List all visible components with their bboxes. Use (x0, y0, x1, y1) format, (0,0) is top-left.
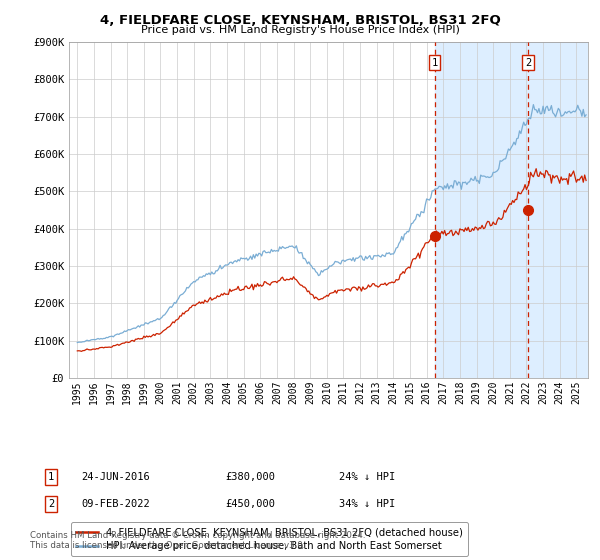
Text: 24% ↓ HPI: 24% ↓ HPI (339, 472, 395, 482)
Text: 2: 2 (525, 58, 531, 68)
Text: 09-FEB-2022: 09-FEB-2022 (81, 499, 150, 509)
Text: 2: 2 (48, 499, 54, 509)
Text: £380,000: £380,000 (225, 472, 275, 482)
Text: £450,000: £450,000 (225, 499, 275, 509)
Text: 4, FIELDFARE CLOSE, KEYNSHAM, BRISTOL, BS31 2FQ: 4, FIELDFARE CLOSE, KEYNSHAM, BRISTOL, B… (100, 14, 500, 27)
Bar (434, 42, 588, 378)
Text: 1: 1 (431, 58, 438, 68)
Text: Price paid vs. HM Land Registry's House Price Index (HPI): Price paid vs. HM Land Registry's House … (140, 25, 460, 35)
Text: 24-JUN-2016: 24-JUN-2016 (81, 472, 150, 482)
Legend: 4, FIELDFARE CLOSE, KEYNSHAM, BRISTOL, BS31 2FQ (detached house), HPI: Average p: 4, FIELDFARE CLOSE, KEYNSHAM, BRISTOL, B… (71, 522, 468, 557)
Text: Contains HM Land Registry data © Crown copyright and database right 2024.
This d: Contains HM Land Registry data © Crown c… (30, 531, 365, 550)
Text: 1: 1 (48, 472, 54, 482)
Text: 34% ↓ HPI: 34% ↓ HPI (339, 499, 395, 509)
